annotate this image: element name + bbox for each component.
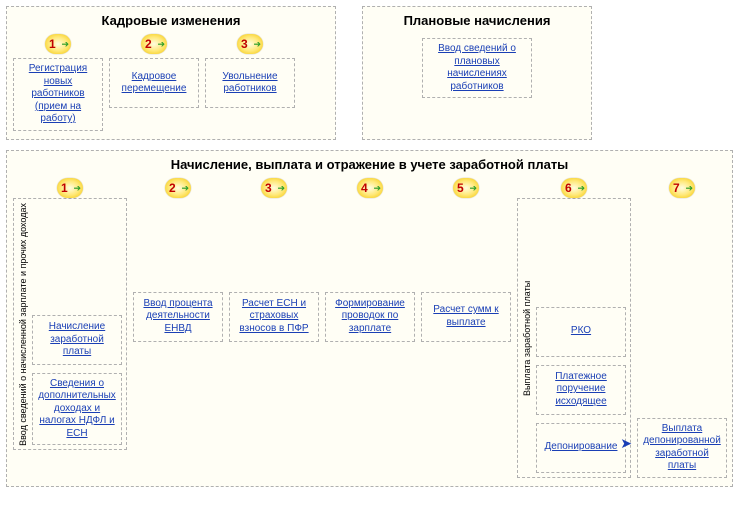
card-salary-accrual: Начисление заработной платы <box>32 315 122 365</box>
step-1: 1 Регистрация новых работников (прием на… <box>13 34 103 131</box>
card-deposited-payout: Выплата депонированной заработной платы <box>637 418 727 478</box>
card-payment-order: Платежное поручение исходящее <box>536 365 626 415</box>
badge-4: 4 <box>357 178 383 198</box>
badge-1: 1 <box>45 34 71 54</box>
group-salary-payment: Выплата заработной платы РКО Платежное п… <box>517 198 631 478</box>
card-payout-calc: Расчет сумм к выплате <box>421 292 511 342</box>
link-dismissal[interactable]: Увольнение работников <box>210 71 290 96</box>
link-payout-calc[interactable]: Расчет сумм к выплате <box>426 304 506 329</box>
payroll-step-2: 2 Ввод процента деятельности ЕНВД <box>133 178 223 478</box>
badge-7: 7 <box>669 178 695 198</box>
card-dismissal: Увольнение работников <box>205 58 295 108</box>
link-deposited-payout[interactable]: Выплата депонированной заработной платы <box>642 423 722 473</box>
badge-3: 3 <box>237 34 263 54</box>
badge-1: 1 <box>57 178 83 198</box>
group-label: Выплата заработной платы <box>522 203 532 473</box>
badge-6: 6 <box>561 178 587 198</box>
card-envd-percent: Ввод процента деятельности ЕНВД <box>133 292 223 342</box>
card-additional-income: Сведения о дополнительных доходах и нало… <box>32 373 122 446</box>
payroll-step-7: 7 Выплата депонированной заработной плат… <box>637 178 727 478</box>
badge-2: 2 <box>165 178 191 198</box>
link-additional-income[interactable]: Сведения о дополнительных доходах и нало… <box>37 378 117 441</box>
card-rko: РКО <box>536 307 626 357</box>
link-deposit[interactable]: Депонирование <box>545 441 618 454</box>
link-salary-accrual[interactable]: Начисление заработной платы <box>37 321 117 359</box>
badge-2: 2 <box>141 34 167 54</box>
section-title: Кадровые изменения <box>13 13 329 28</box>
link-planned-accruals[interactable]: Ввод сведений о плановых начислениях раб… <box>427 43 527 93</box>
payroll-step-5: 5 Расчет сумм к выплате <box>421 178 511 478</box>
link-envd-percent[interactable]: Ввод процента деятельности ЕНВД <box>138 298 218 336</box>
badge-5: 5 <box>453 178 479 198</box>
section-title: Начисление, выплата и отражение в учете … <box>13 157 726 172</box>
step-3: 3 Увольнение работников <box>205 34 295 108</box>
payroll-step-1: 1 Ввод сведений о начисленной зарплате и… <box>13 178 127 478</box>
card-esn-calc: Расчет ЕСН и страховых взносов в ПФР <box>229 292 319 342</box>
group-label: Ввод сведений о начисленной зарплате и п… <box>18 203 28 446</box>
card-deposit: Депонирование <box>536 423 626 473</box>
link-rko[interactable]: РКО <box>571 325 591 338</box>
section-payroll: Начисление, выплата и отражение в учете … <box>6 150 733 487</box>
card-personnel-transfer: Кадровое перемещение <box>109 58 199 108</box>
card-planned-accruals: Ввод сведений о плановых начислениях раб… <box>422 38 532 98</box>
link-personnel-transfer[interactable]: Кадровое перемещение <box>114 71 194 96</box>
link-payment-order[interactable]: Платежное поручение исходящее <box>541 371 621 409</box>
payroll-step-4: 4 Формирование проводок по зарплате <box>325 178 415 478</box>
step-2: 2 Кадровое перемещение <box>109 34 199 108</box>
section-title: Плановые начисления <box>369 13 585 28</box>
link-esn-calc[interactable]: Расчет ЕСН и страховых взносов в ПФР <box>234 298 314 336</box>
payroll-step-6: 6 Выплата заработной платы РКО Платежное… <box>517 178 631 478</box>
section-planned-accruals: Плановые начисления Ввод сведений о план… <box>362 6 592 140</box>
link-register-employees[interactable]: Регистрация новых работников (прием на р… <box>18 63 98 126</box>
link-postings[interactable]: Формирование проводок по зарплате <box>330 298 410 336</box>
badge-3: 3 <box>261 178 287 198</box>
group-income-input: Ввод сведений о начисленной зарплате и п… <box>13 198 127 451</box>
payroll-step-3: 3 Расчет ЕСН и страховых взносов в ПФР <box>229 178 319 478</box>
section-personnel-changes: Кадровые изменения 1 Регистрация новых р… <box>6 6 336 140</box>
card-postings: Формирование проводок по зарплате <box>325 292 415 342</box>
card-register-employees: Регистрация новых работников (прием на р… <box>13 58 103 131</box>
